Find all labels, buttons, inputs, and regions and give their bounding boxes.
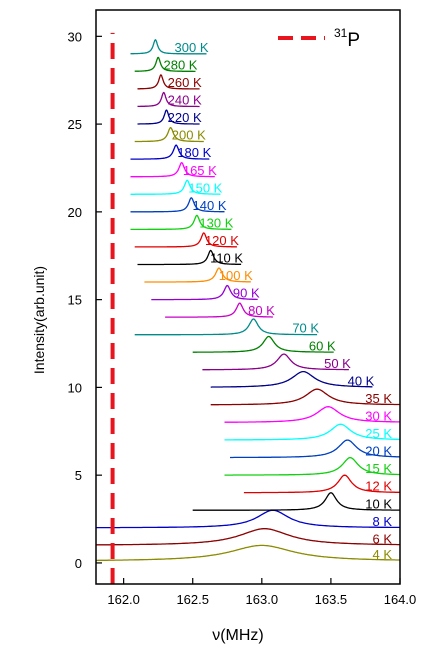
series-label: 180 K [177,145,211,160]
series-label: 10 K [365,496,392,511]
series-line [202,353,349,371]
legend-label-element: P [347,30,360,51]
series-line [134,56,196,73]
series-line [224,406,400,423]
series-label: 240 K [168,93,202,108]
series-label: 15 K [365,461,392,476]
series-label: 70 K [292,321,319,336]
x-tick-label: 162.5 [176,592,209,607]
legend: 31P [278,26,360,51]
series-layer [95,38,401,562]
series-label: 150 K [188,180,222,195]
series-line [95,528,400,546]
y-tick-label: 25 [68,117,82,132]
legend-label-31p: 31P [334,26,360,51]
series-line [137,249,242,266]
series-line [134,232,237,248]
series-label: 30 K [365,409,392,424]
series-line [130,161,215,178]
y-tick-label: 30 [68,29,82,44]
plot-frame [95,9,401,585]
series-line [243,474,400,494]
series-label: 50 K [324,356,351,371]
series-line [96,509,400,529]
series-label: 4 K [372,547,392,562]
series-label: 110 K [210,251,243,266]
series-line [130,38,207,55]
series-line [137,109,200,125]
x-tick-label: 164.0 [384,592,417,607]
legend-label-superscript: 31 [334,26,348,40]
x-axis-ticks: 162.0 162.5 163.0 163.5 164.0 [107,578,416,607]
series-label: 220 K [168,110,202,125]
series-line [96,544,400,562]
series-line [151,284,258,301]
series-label-layer: 4 K6 K 8 K 10 K 12 K 15 K 20 K 25 K 30 K 35 K 40 … [164,40,393,562]
series-line [130,197,225,213]
series-label: 260 K [168,75,202,90]
series-line [144,267,251,283]
x-axis-label: ν(MHz) [212,627,264,644]
series-label: 20 K [365,444,392,459]
series-label: 140 K [193,198,227,213]
series-line [224,456,400,476]
series-line [192,492,400,511]
series-label: 90 K [233,286,260,301]
series-line [165,302,273,318]
series-line [130,214,232,231]
x-tick-label: 163.5 [315,592,348,607]
y-tick-label: 0 [75,556,82,571]
y-tick-label: 20 [68,205,82,220]
series-line [134,126,204,143]
x-tick-label: 162.0 [107,592,140,607]
series-label: 200 K [172,128,206,143]
series-label: 8 K [372,514,392,529]
y-tick-label: 15 [68,293,82,308]
series-line [134,318,318,336]
series-line [210,388,400,406]
series-line [130,144,210,160]
series-label: 165 K [183,163,217,178]
y-tick-label: 10 [68,380,82,395]
series-label: 25 K [365,426,392,441]
series-label: 60 K [309,338,336,353]
y-axis-label: Intensity(arb.unit) [31,266,47,374]
series-label: 280 K [164,57,198,72]
series-line [192,335,334,353]
series-label: 6 K [372,531,392,546]
series-label: 40 K [348,373,375,388]
series-label: 120 K [205,233,239,248]
series-label: 80 K [248,303,275,318]
series-line [210,370,373,388]
y-axis-ticks: 0 5 10 15 20 25 30 [68,29,102,571]
series-line [230,439,401,459]
series-line [224,423,400,441]
series-line [137,91,200,108]
series-line [130,179,221,195]
series-label: 35 K [365,391,392,406]
series-label: 100 K [219,268,253,283]
x-tick-label: 163.0 [246,592,279,607]
series-label: 130 K [199,215,233,230]
series-line [137,74,200,90]
series-label: 12 K [365,479,392,494]
y-tick-label: 5 [75,468,82,483]
series-label: 300 K [175,40,209,55]
